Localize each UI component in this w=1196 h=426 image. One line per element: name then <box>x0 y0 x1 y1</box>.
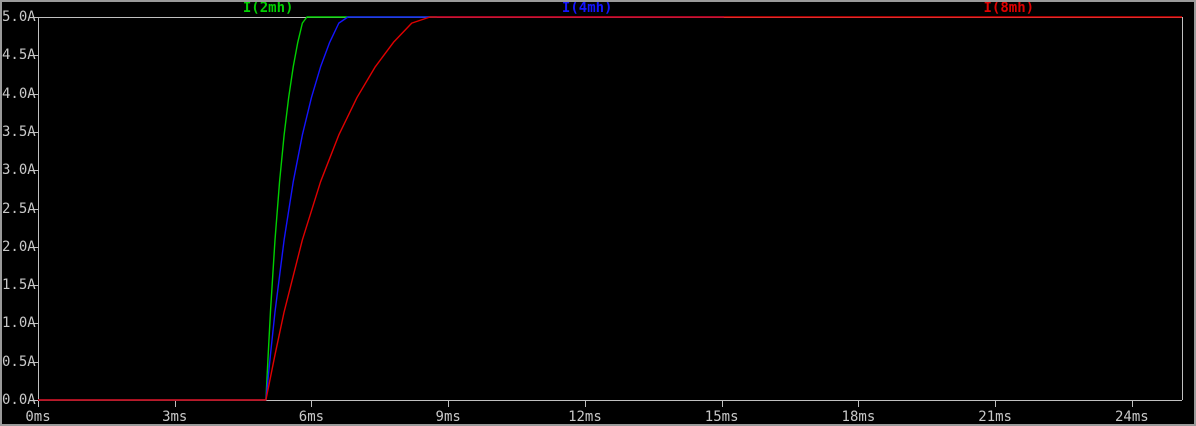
x-tick-label: 9ms <box>435 409 461 425</box>
y-tick-label: 2.5A <box>2 200 36 217</box>
trace-i8mh[interactable] <box>38 16 1182 401</box>
y-tick-label: 3.0A <box>2 162 36 179</box>
x-tick-label: 15ms <box>704 409 739 425</box>
y-tick-label: 4.0A <box>2 85 36 102</box>
trace-legend-i4mh[interactable]: I(4mh) <box>561 0 613 16</box>
x-tick-label: 6ms <box>298 409 325 425</box>
y-tick-label: 0.5A <box>2 353 36 370</box>
y-tick-label: 0.0A <box>2 392 36 408</box>
x-tick-label: 3ms <box>162 409 188 425</box>
x-tick-label: 24ms <box>1115 409 1149 425</box>
x-tick-label: 0ms <box>25 409 51 425</box>
y-tick-label: 5.0A <box>2 9 36 25</box>
x-tick-label: 21ms <box>978 409 1012 425</box>
y-tick-label: 1.5A <box>2 277 36 294</box>
traces-layer <box>38 16 1182 401</box>
trace-i4mh[interactable] <box>38 16 724 401</box>
x-tick-label: 18ms <box>841 409 876 425</box>
y-tick-label: 3.5A <box>2 123 36 140</box>
y-tick-label: 2.0A <box>2 238 36 255</box>
trace-legend-i8mh[interactable]: I(8mh) <box>983 0 1035 16</box>
trace-i2mh[interactable] <box>38 16 437 401</box>
y-tick-label: 4.5A <box>2 47 36 64</box>
axes-layer <box>31 17 1183 407</box>
trace-legend-i2mh[interactable]: I(2mh) <box>242 0 294 16</box>
y-tick-label: 1.0A <box>2 315 36 332</box>
x-tick-label: 12ms <box>568 409 602 425</box>
